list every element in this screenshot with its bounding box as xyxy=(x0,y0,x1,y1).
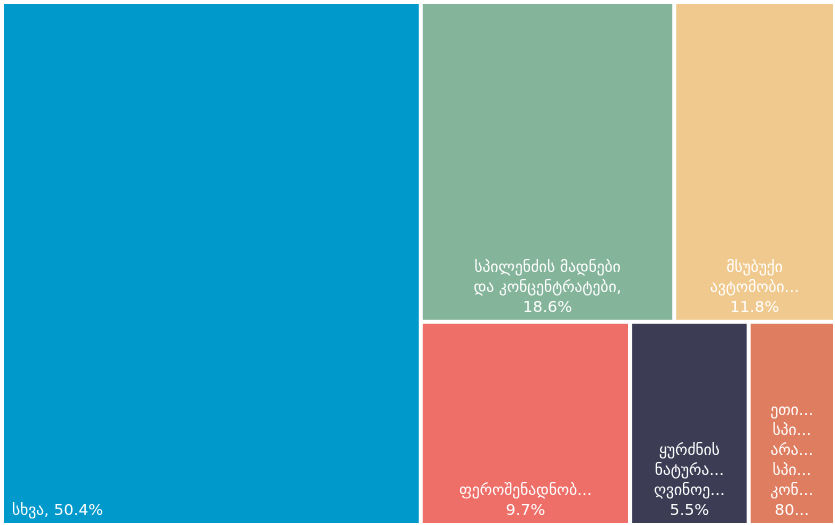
treemap-rect-other xyxy=(4,4,419,523)
treemap-label-spirits-5: 80... xyxy=(775,501,810,519)
treemap-rect-cars xyxy=(676,4,833,320)
treemap-tile-copper: სპილენძის მადნები და კონცენტრატები, 18.6% xyxy=(422,4,673,320)
treemap-label-spirits-3: სპი... xyxy=(773,461,812,479)
treemap-rect-spirits xyxy=(750,323,833,523)
treemap-label-other-0: სხვა, 50.4% xyxy=(12,501,103,519)
treemap-label-spirits-1: სპი... xyxy=(773,421,812,439)
treemap-tile-cars: მსუბუქი ავტომობი... 11.8% xyxy=(676,4,833,320)
treemap-label-wine-1: ნატურა... xyxy=(655,461,724,479)
treemap-tile-wine: ყურძნის ნატურა... ღვინოე... 5.5% xyxy=(632,323,747,523)
treemap-label-spirits-4: კონ... xyxy=(770,481,813,499)
treemap-label-cars-1: ავტომობი... xyxy=(710,278,799,296)
treemap-label-wine-2: ღვინოე... xyxy=(654,481,725,499)
treemap-label-copper-2: 18.6% xyxy=(523,298,572,316)
treemap-label-copper-0: სპილენძის მადნები xyxy=(474,258,620,276)
treemap-tile-ferroalloys: ფეროშენადნობ... 9.7% xyxy=(422,323,628,523)
treemap-label-spirits-2: არა... xyxy=(770,441,813,459)
treemap-rect-copper xyxy=(422,4,673,320)
treemap-label-cars-2: 11.8% xyxy=(730,298,779,316)
treemap-label-wine-3: 5.5% xyxy=(670,501,709,519)
treemap-rect-ferroalloys xyxy=(422,323,628,523)
treemap-rect-wine xyxy=(632,323,747,523)
treemap-label-copper-1: და კონცენტრატები, xyxy=(474,278,622,296)
treemap-label-wine-0: ყურძნის xyxy=(659,441,720,459)
treemap-label-ferroalloys-1: 9.7% xyxy=(506,501,545,519)
treemap-tile-spirits: ეთი... სპი... არა... სპი... კონ... 80... xyxy=(750,323,833,523)
treemap-tile-other: სხვა, 50.4% xyxy=(4,4,419,523)
treemap-label-spirits-0: ეთი... xyxy=(770,401,813,419)
treemap-label-cars-0: მსუბუქი xyxy=(726,258,782,276)
treemap-label-ferroalloys-0: ფეროშენადნობ... xyxy=(459,481,592,499)
